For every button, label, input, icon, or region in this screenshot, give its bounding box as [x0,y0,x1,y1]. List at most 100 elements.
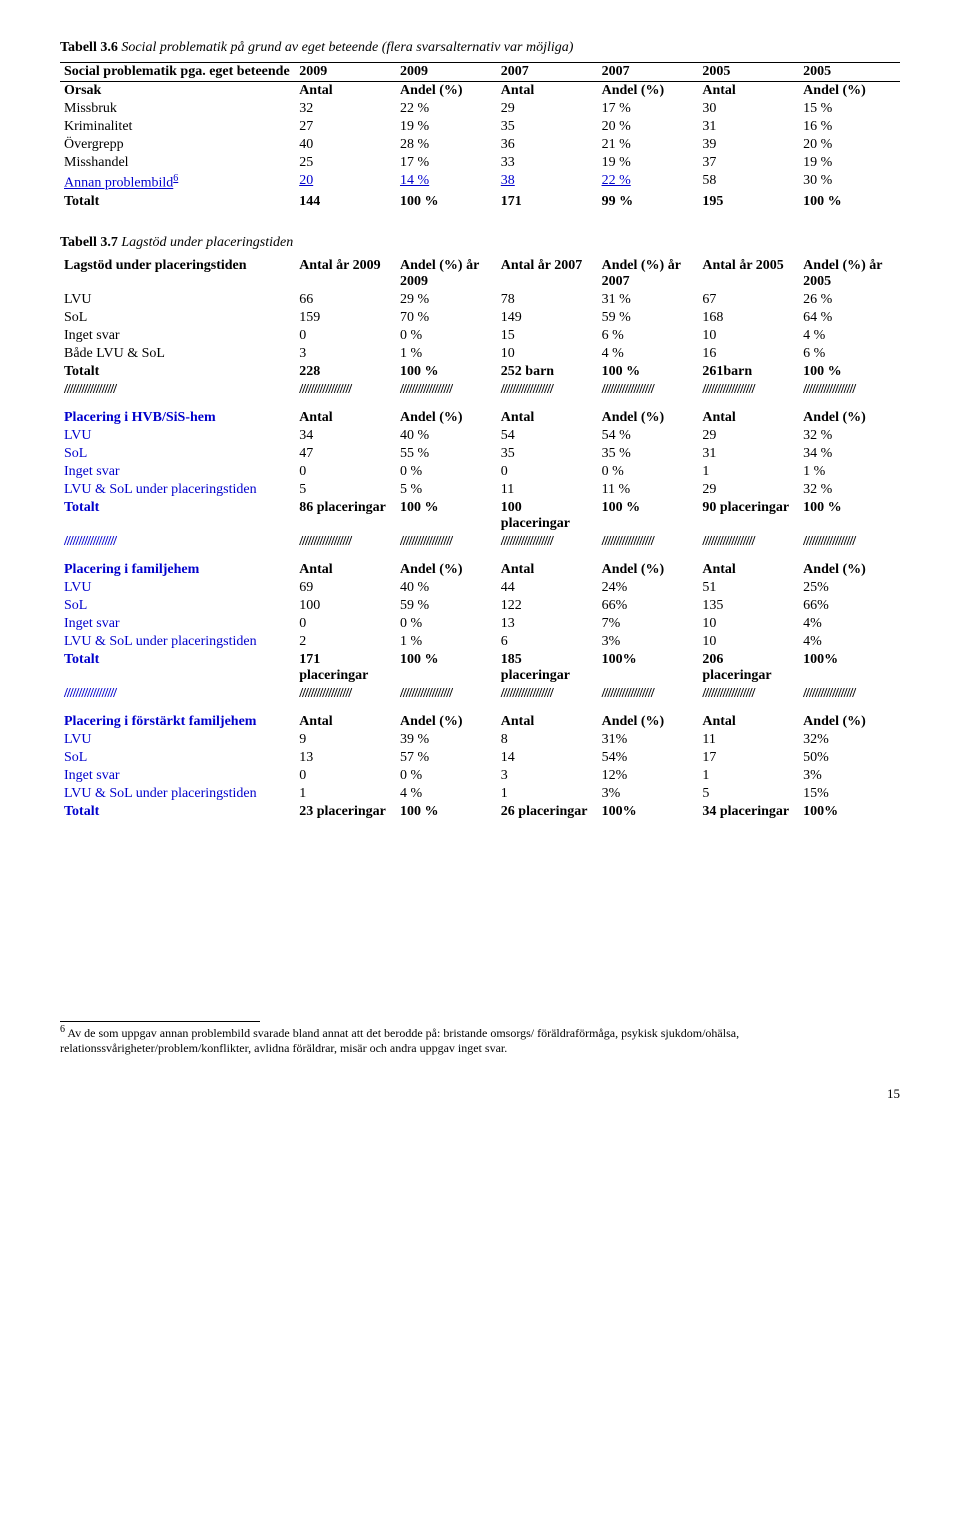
td: 0 % [396,327,497,345]
td: 23 placeringar [295,803,396,821]
td: 4 % [396,785,497,803]
td: 44 [497,579,598,597]
th: Antal år 2007 [497,257,598,291]
td: 100% [598,803,699,821]
td: 20 [295,172,396,193]
td: 100 % [598,363,699,381]
td: 47 [295,445,396,463]
sep: ////////////////// [598,685,699,703]
td: 100 % [396,803,497,821]
table-row: Misshandel2517 %3319 %3719 % [60,154,900,172]
sep: ////////////////// [396,381,497,399]
td: 34 [295,427,396,445]
separator-row: ////////////////////////////////////////… [60,533,900,551]
td: 20 % [799,136,900,154]
td: 6 % [598,327,699,345]
td: Övergrepp [60,136,295,154]
td: 6 % [799,345,900,363]
table-row: LVU & SoL under placeringstiden55 %1111 … [60,481,900,499]
table-row: LVU939 %831%1132% [60,731,900,749]
table36-title-italic: Social problematik på grund av eget bete… [121,40,573,55]
td: 0 [295,767,396,785]
footnote-ref: 6 [173,173,178,184]
td: Totalt [60,499,295,533]
td: 14 % [396,172,497,193]
td: 59 % [396,597,497,615]
td: LVU & SoL under placeringstiden [60,785,295,803]
td: 33 [497,154,598,172]
td: Totalt [60,651,295,685]
td: 5 % [396,481,497,499]
td: 32% [799,731,900,749]
td: 31 [698,445,799,463]
td: 32 [295,100,396,118]
spacer [60,399,900,409]
td: 40 % [396,579,497,597]
td: 17 % [598,100,699,118]
table37-title-bold: Tabell 3.7 [60,235,118,250]
table37: Lagstöd under placeringstiden Antal år 2… [60,257,900,821]
td: SoL [60,445,295,463]
td: 40 % [396,427,497,445]
td: 39 [698,136,799,154]
td: 10 [698,633,799,651]
td: 1 [497,785,598,803]
td: 30 % [799,172,900,193]
table-row: Övergrepp4028 %3621 %3920 % [60,136,900,154]
td: 50% [799,749,900,767]
td: 8 [497,731,598,749]
sep: ////////////////// [497,685,598,703]
td: 1 % [799,463,900,481]
td: 100% [799,803,900,821]
th: Antal år 2009 [295,257,396,291]
td: 24% [598,579,699,597]
td: 54% [598,749,699,767]
td: Missbruk [60,100,295,118]
td: 22 % [598,172,699,193]
td: 55 % [396,445,497,463]
td: 10 [698,327,799,345]
th: Antal [295,561,396,579]
td: 3 [295,345,396,363]
th: Andel (%) [396,409,497,427]
td: 11 % [598,481,699,499]
td: Inget svar [60,615,295,633]
td: 31 [698,118,799,136]
td: 100 [295,597,396,615]
td: Inget svar [60,767,295,785]
td: 25 [295,154,396,172]
footnote-text: Av de som uppgav annan problembild svara… [60,1026,739,1055]
table-row: SoL1357 %1454%1750% [60,749,900,767]
td: 4% [799,633,900,651]
th: Placering i förstärkt familjehem [60,713,295,731]
td: 206 placeringar [698,651,799,685]
th: Antal [497,561,598,579]
table36-totalt: Totalt144100 %17199 %195100 % [60,193,900,211]
block2-header: Placering i HVB/SiS-hem Antal Andel (%) … [60,409,900,427]
td: 32 % [799,427,900,445]
td: 15 % [799,100,900,118]
td: LVU [60,291,295,309]
td: 100 % [396,499,497,533]
table-row-totalt: Totalt86 placeringar100 %100 placeringar… [60,499,900,533]
sep: ////////////////// [799,533,900,551]
td: 7% [598,615,699,633]
sep: ////////////////// [698,533,799,551]
th: Placering i familjehem [60,561,295,579]
th: 2009 [396,63,497,82]
th: 2007 [497,63,598,82]
th: Antal [497,82,598,101]
td: 39 % [396,731,497,749]
td: 28 % [396,136,497,154]
th: 2007 [598,63,699,82]
td: 13 [497,615,598,633]
td: 34 % [799,445,900,463]
sep: ////////////////// [799,381,900,399]
th: Andel (%) [799,713,900,731]
table-row-totalt: Totalt23 placeringar100 %26 placeringar1… [60,803,900,821]
table-row: SoL15970 %14959 %16864 % [60,309,900,327]
td: 58 [698,172,799,193]
td: 16 % [799,118,900,136]
td: 100 % [799,499,900,533]
table-row: SoL10059 %12266%13566% [60,597,900,615]
